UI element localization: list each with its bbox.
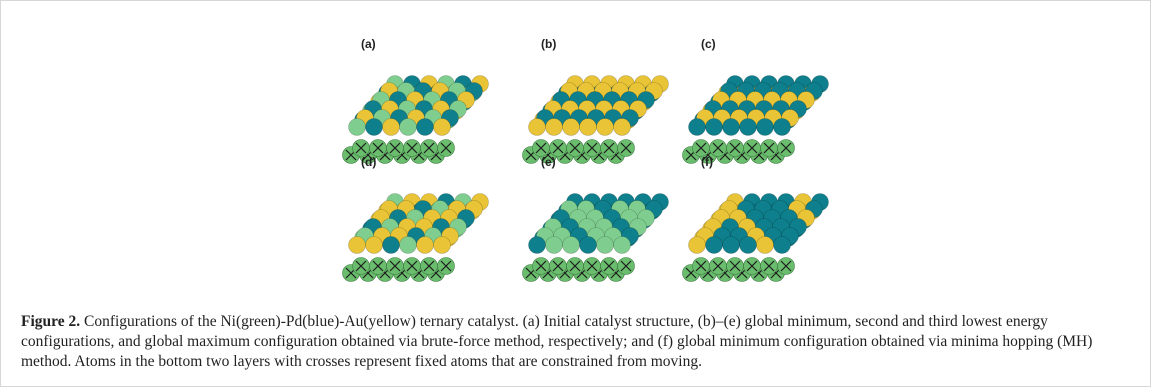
catalyst-atom	[365, 118, 383, 136]
panel-label-f: (f)	[701, 155, 713, 169]
catalyst-atom	[433, 236, 451, 254]
fixed-atom-cross	[780, 260, 792, 272]
catalyst-atom	[756, 118, 774, 136]
catalyst-atom	[348, 236, 366, 254]
fixed-atom-cross	[569, 260, 581, 272]
catalyst-atom	[528, 118, 546, 136]
catalyst-atom	[773, 118, 791, 136]
fixed-atom-cross	[603, 142, 615, 154]
panel-e: (e)	[511, 149, 691, 294]
fixed-atom-cross	[440, 142, 452, 154]
catalyst-atom	[722, 236, 740, 254]
catalyst-atom	[688, 236, 706, 254]
catalyst-atom	[613, 236, 631, 254]
catalyst-atom	[545, 118, 563, 136]
catalyst-atom	[722, 118, 740, 136]
fixed-atom-cross	[355, 142, 367, 154]
fixed-atom-cross	[729, 260, 741, 272]
caption-text: Configurations of the Ni(green)-Pd(blue)…	[21, 312, 1093, 370]
catalyst-atom	[528, 236, 546, 254]
catalyst-atom	[562, 118, 580, 136]
fixed-atom-cross	[603, 260, 615, 272]
catalyst-structure-a	[342, 75, 489, 164]
fixed-atom-cross	[372, 142, 384, 154]
catalyst-atom	[596, 236, 614, 254]
fixed-atom-cross	[372, 260, 384, 272]
panel-label-c: (c)	[701, 37, 716, 51]
fixed-atom-cross	[712, 142, 724, 154]
catalyst-atom	[382, 236, 400, 254]
fixed-atom-cross	[535, 142, 547, 154]
catalyst-structure-e	[522, 193, 669, 282]
fixed-atom-cross	[695, 142, 707, 154]
catalyst-atom	[416, 236, 434, 254]
fixed-atom-cross	[729, 142, 741, 154]
figure-image: (a) (b) (c) (d) (e) (f)	[331, 31, 851, 349]
catalyst-structure-f	[682, 193, 829, 282]
fixed-atom-cross	[552, 260, 564, 272]
panel-d: (d)	[331, 149, 511, 294]
fixed-atom-cross	[423, 260, 435, 272]
fixed-atom-cross	[586, 142, 598, 154]
catalyst-atom	[688, 118, 706, 136]
fixed-atom-cross	[746, 142, 758, 154]
figure-caption: Figure 2. Configurations of the Ni(green…	[21, 312, 1131, 372]
catalyst-atom	[348, 118, 366, 136]
fixed-atom-cross	[440, 260, 452, 272]
catalyst-atom	[705, 118, 723, 136]
fixed-atom-cross	[620, 260, 632, 272]
catalyst-atom	[365, 236, 383, 254]
catalyst-atom	[399, 236, 417, 254]
panel-label-a: (a)	[361, 37, 376, 51]
catalyst-atom	[382, 118, 400, 136]
catalyst-atom	[613, 118, 631, 136]
caption-label: Figure 2.	[21, 312, 81, 330]
catalyst-atom	[545, 236, 563, 254]
fixed-atom-cross	[746, 260, 758, 272]
fixed-atom-cross	[389, 260, 401, 272]
panel-b: (b)	[511, 31, 691, 176]
panel-label-d: (d)	[361, 155, 377, 169]
catalyst-atom	[399, 118, 417, 136]
fixed-atom-cross	[780, 142, 792, 154]
catalyst-atom	[596, 118, 614, 136]
fixed-atom-cross	[763, 260, 775, 272]
catalyst-atom	[739, 118, 757, 136]
fixed-atom-cross	[712, 260, 724, 272]
fixed-atom-cross	[406, 142, 418, 154]
panel-label-b: (b)	[541, 37, 557, 51]
panel-a: (a)	[331, 31, 511, 176]
catalyst-atom	[579, 236, 597, 254]
catalyst-atom	[773, 236, 791, 254]
fixed-atom-cross	[535, 260, 547, 272]
panel-c: (c)	[671, 31, 851, 176]
fixed-atom-cross	[569, 142, 581, 154]
catalyst-structure-c	[682, 75, 829, 164]
catalyst-atom	[739, 236, 757, 254]
fixed-atom-cross	[552, 142, 564, 154]
catalyst-atom	[579, 118, 597, 136]
catalyst-atom	[416, 118, 434, 136]
fixed-atom-cross	[423, 142, 435, 154]
fixed-atom-cross	[763, 142, 775, 154]
fixed-atom-cross	[586, 260, 598, 272]
panel-f: (f)	[671, 149, 851, 294]
catalyst-structure-d	[342, 193, 489, 282]
fixed-atom-cross	[406, 260, 418, 272]
catalyst-atom	[705, 236, 723, 254]
fixed-atom-cross	[389, 142, 401, 154]
catalyst-structure-b	[522, 75, 669, 164]
fixed-atom-cross	[695, 260, 707, 272]
catalyst-atom	[562, 236, 580, 254]
panel-label-e: (e)	[541, 155, 556, 169]
catalyst-atom	[433, 118, 451, 136]
fixed-atom-cross	[620, 142, 632, 154]
catalyst-atom	[756, 236, 774, 254]
fixed-atom-cross	[355, 260, 367, 272]
